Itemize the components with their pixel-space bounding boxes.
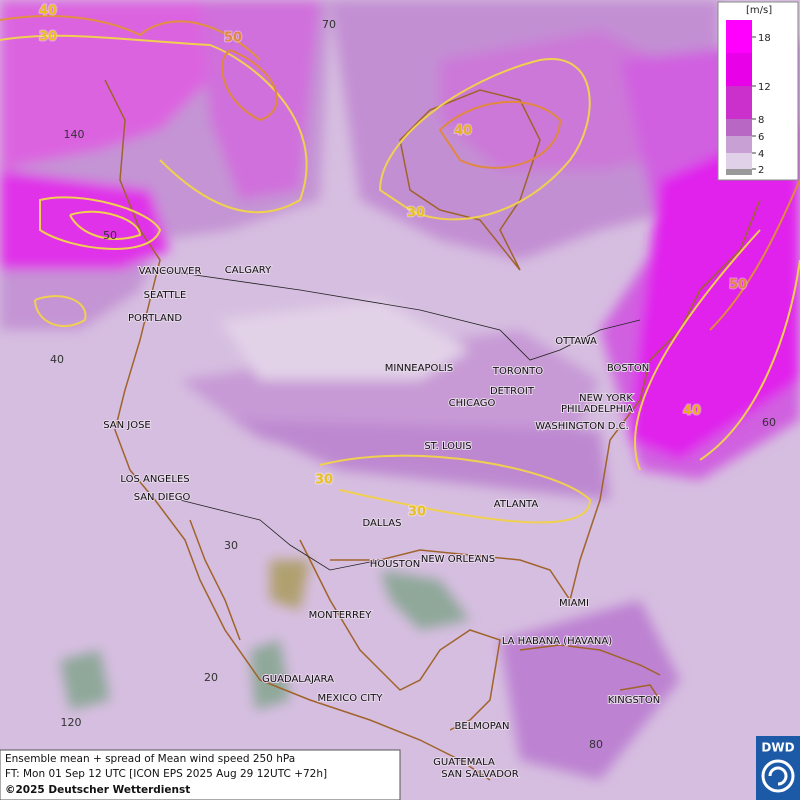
legend-unit: [m/s] <box>746 5 772 16</box>
footer-box <box>0 749 401 800</box>
city-label: SAN DIEGO <box>134 492 191 503</box>
graticule-label: 70 <box>322 18 336 31</box>
graticule-label: 40 <box>50 353 64 366</box>
legend-swatch <box>726 169 752 175</box>
city-label: TORONTO <box>492 366 543 377</box>
graticule-label: 50 <box>103 229 117 242</box>
city-label: MIAMI <box>559 598 589 609</box>
city-label: ST. LOUIS <box>424 441 471 452</box>
city-label: WASHINGTON D.C. <box>535 421 629 432</box>
legend-swatch <box>726 86 752 119</box>
contour-label: 40 <box>39 4 57 19</box>
legend-swatch <box>726 153 752 169</box>
city-label: SAN SALVADOR <box>441 769 518 780</box>
contour-label: 30 <box>315 473 333 488</box>
city-label: VANCOUVER <box>139 266 202 277</box>
legend-swatch <box>726 53 752 86</box>
city-label: SAN JOSE <box>103 420 151 431</box>
contour-label: 30 <box>39 30 57 45</box>
city-label: LOS ANGELES <box>120 474 189 485</box>
city-label: MONTERREY <box>309 610 373 621</box>
city-label: OTTAWA <box>555 336 597 347</box>
city-label: LA HABANA (HAVANA) <box>502 636 612 647</box>
legend-tick-label: 4 <box>758 149 764 160</box>
legend-swatch <box>726 20 752 53</box>
dwd-logo: DWD <box>756 736 800 800</box>
city-label: HOUSTON <box>370 559 421 570</box>
graticule-label: 30 <box>224 539 238 552</box>
legend-tick-label: 6 <box>758 132 764 143</box>
logo-text: DWD <box>761 741 794 755</box>
legend-tick-label: 18 <box>758 33 771 44</box>
legend: [m/s] 18 12 8 6 4 2 <box>717 1 799 181</box>
city-label: DALLAS <box>363 518 402 529</box>
footer-line: Ensemble mean + spread of Mean wind spee… <box>5 753 295 765</box>
footer: Ensemble mean + spread of Mean wind spee… <box>0 749 401 800</box>
graticule-label: 60 <box>762 416 776 429</box>
legend-tick-label: 12 <box>758 82 771 93</box>
isolines <box>0 15 800 524</box>
graticule-label: 20 <box>204 671 218 684</box>
city-label: PORTLAND <box>128 313 182 324</box>
footer-line: ©2025 Deutscher Wetterdienst <box>5 784 190 796</box>
city-label: SEATTLE <box>144 290 187 301</box>
city-label: PHILADELPHIA <box>561 404 633 415</box>
city-label: CHICAGO <box>449 398 496 409</box>
contour-label: 50 <box>224 31 242 46</box>
city-label: KINGSTON <box>608 695 661 706</box>
map-labels: VANCOUVER CALGARY SEATTLE PORTLAND SAN JOSE L… <box>38 3 776 782</box>
graticule-label: 120 <box>61 716 82 729</box>
footer-line: FT: Mon 01 Sep 12 UTC [ICON EPS 2025 Aug… <box>5 768 327 780</box>
contour-label: 30 <box>407 206 425 221</box>
logo-icon <box>761 759 795 793</box>
city-label: MINNEAPOLIS <box>385 363 453 374</box>
city-label: BOSTON <box>607 363 649 374</box>
borders <box>159 269 641 571</box>
contour-label: 40 <box>683 404 701 419</box>
city-label: NEW YORK <box>579 393 633 404</box>
city-label: GUADALAJARA <box>262 674 334 685</box>
graticule-label: 140 <box>64 128 85 141</box>
city-label: GUATEMALA <box>433 757 495 768</box>
city-label: BELMOPAN <box>455 721 510 732</box>
legend-tick-label: 8 <box>758 115 764 126</box>
coastlines <box>104 79 761 781</box>
city-label: MEXICO CITY <box>318 693 384 704</box>
legend-swatch <box>726 136 752 153</box>
city-label: ATLANTA <box>494 499 539 510</box>
logo-icon <box>768 766 788 786</box>
legend-swatch <box>726 119 752 136</box>
graticule-label: 80 <box>589 738 603 751</box>
contour-label: 50 <box>729 278 747 293</box>
legend-tick-label: 2 <box>758 165 764 176</box>
contour-label: 40 <box>454 124 472 139</box>
city-label: DETROIT <box>490 386 535 397</box>
city-label: NEW ORLEANS <box>421 554 495 565</box>
city-label: CALGARY <box>225 265 272 276</box>
contour-label: 30 <box>408 505 426 520</box>
